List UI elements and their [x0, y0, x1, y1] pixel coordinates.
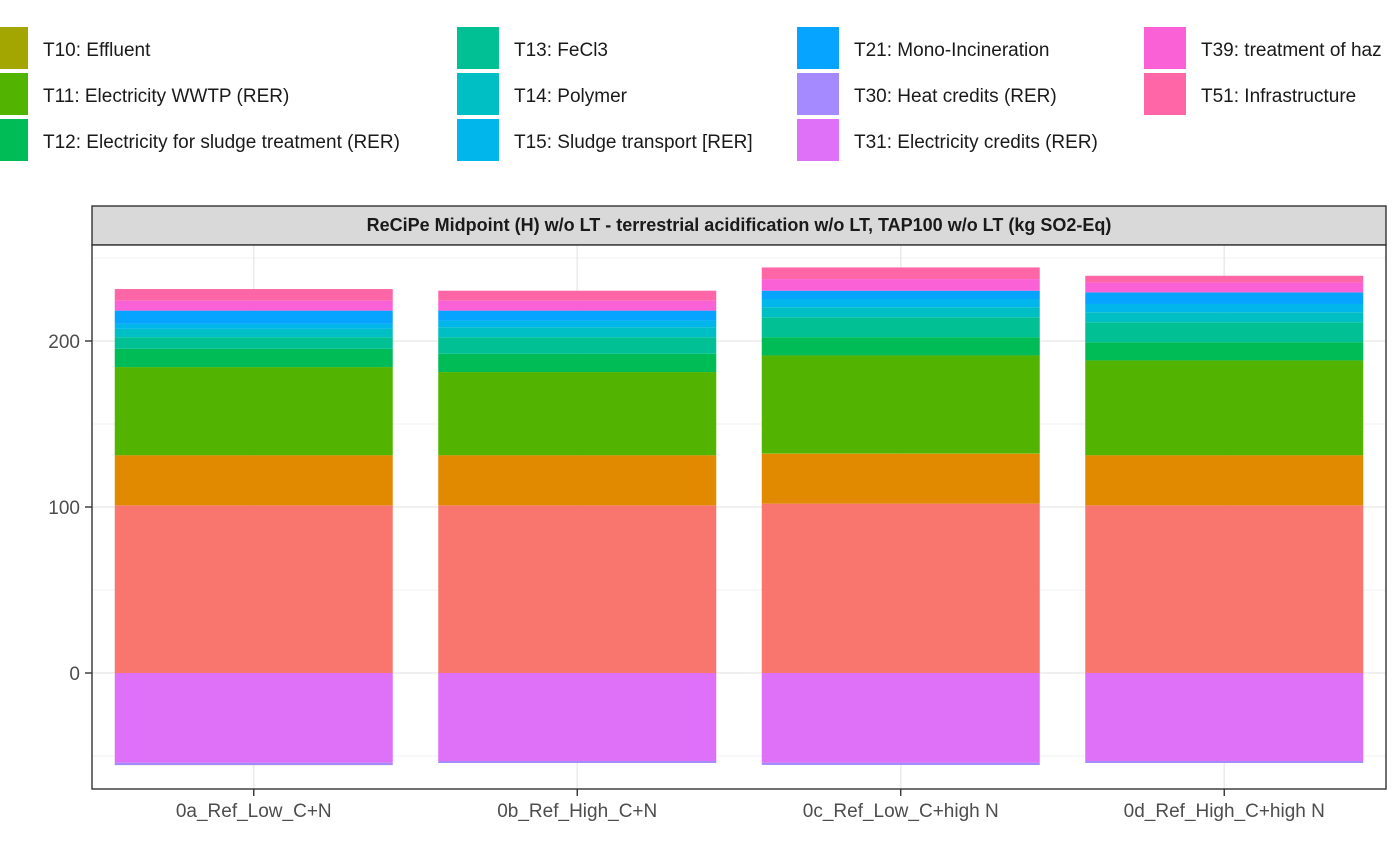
- bar-segment: [114, 300, 393, 311]
- bar-segment: [114, 348, 393, 368]
- bar-segment: [438, 320, 717, 328]
- legend-key: [0, 73, 28, 115]
- legend-label: T39: treatment of haz: [1201, 40, 1382, 61]
- legend-label: T30: Heat credits (RER): [854, 86, 1057, 107]
- y-tick-label: 200: [48, 332, 80, 353]
- bar-segment: [114, 367, 393, 456]
- bar-segment: [761, 673, 1040, 763]
- legend-key: [797, 27, 839, 69]
- bar-segment: [438, 760, 717, 763]
- x-tick-label: 0c_Ref_Low_C+high N: [803, 801, 999, 822]
- bar-segment: [114, 455, 393, 506]
- legend-key: [457, 27, 499, 69]
- legend-label: T31: Electricity credits (RER): [854, 132, 1098, 153]
- bar-segment: [114, 310, 393, 324]
- bar-segment: [1085, 455, 1364, 506]
- bar-segment: [114, 505, 393, 673]
- bar-segment: [761, 762, 1040, 765]
- bar-segment: [438, 337, 717, 354]
- bar-segment: [1085, 312, 1364, 323]
- legend-key: [0, 27, 28, 69]
- bar-segment: [438, 353, 717, 373]
- bar-segment: [761, 290, 1040, 300]
- bar-segment: [761, 267, 1040, 280]
- x-tick-label: 0a_Ref_Low_C+N: [176, 801, 332, 822]
- bar-segment: [1085, 673, 1364, 761]
- facet-strip: [91, 205, 1387, 246]
- bar-segment: [438, 505, 717, 673]
- legend-label: T51: Infrastructure: [1201, 86, 1356, 107]
- bar-segment: [1085, 342, 1364, 361]
- bar-segment: [761, 299, 1040, 308]
- legend-label: T14: Polymer: [514, 86, 628, 107]
- bar-segment: [438, 300, 717, 311]
- bar-segment: [1085, 760, 1364, 763]
- bar-segment: [761, 355, 1040, 454]
- bar-segment: [1085, 322, 1364, 343]
- bar-segment: [438, 327, 717, 338]
- legend-key: [1144, 73, 1186, 115]
- bar-segment: [1085, 292, 1364, 304]
- bar-segment: [114, 323, 393, 329]
- bar-segment: [761, 337, 1040, 356]
- legend-label: T11: Electricity WWTP (RER): [43, 86, 289, 107]
- legend-label: T12: Electricity for sludge treatment (R…: [43, 132, 400, 153]
- legend-key: [797, 119, 839, 161]
- legend-key: [457, 119, 499, 161]
- legend-label: T21: Mono-Incineration: [854, 40, 1049, 61]
- bar-segment: [438, 310, 717, 321]
- legend-key: [797, 73, 839, 115]
- legend-key: [457, 73, 499, 115]
- legend-label: T10: Effluent: [43, 40, 151, 61]
- bar-segment: [761, 279, 1040, 291]
- axes: 0 100 200 0a_Ref_Low_C+N 0b_Ref_High_C+N 0c_R…: [48, 332, 1325, 822]
- bar-segment: [114, 762, 393, 766]
- legend-key: [0, 119, 28, 161]
- bar-segment: [761, 453, 1040, 504]
- legend-key: [1144, 27, 1186, 69]
- legend-label: T13: FeCl3: [514, 40, 608, 61]
- y-tick-label: 0: [69, 664, 80, 685]
- bar-segment: [114, 289, 393, 301]
- bar-segment: [1085, 275, 1364, 283]
- bar-segment: [1085, 505, 1364, 673]
- bar-segment: [114, 328, 393, 338]
- bar-segment: [438, 673, 717, 761]
- bar-segment: [1085, 282, 1364, 293]
- bar-segment: [438, 290, 717, 301]
- bar-segment: [114, 337, 393, 349]
- bar-segment: [1085, 303, 1364, 313]
- facet-title: ReCiPe Midpoint (H) w/o LT - terrestrial…: [367, 215, 1112, 235]
- bar-segment: [114, 673, 393, 763]
- y-tick-label: 100: [48, 498, 80, 519]
- legend: T10: Effluent T11: Electricity WWTP (RER)…: [0, 27, 1382, 161]
- bars: [114, 267, 1364, 766]
- bar-segment: [761, 317, 1040, 338]
- bar-segment: [1085, 360, 1364, 456]
- legend-label: T15: Sludge transport [RER]: [514, 132, 753, 153]
- x-tick-label: 0d_Ref_High_C+high N: [1124, 801, 1325, 822]
- bar-segment: [761, 307, 1040, 318]
- bar-segment: [438, 372, 717, 456]
- bar-segment: [761, 503, 1040, 673]
- panel-border: [91, 244, 1387, 790]
- bar-segment: [438, 455, 717, 506]
- x-tick-label: 0b_Ref_High_C+N: [497, 801, 657, 822]
